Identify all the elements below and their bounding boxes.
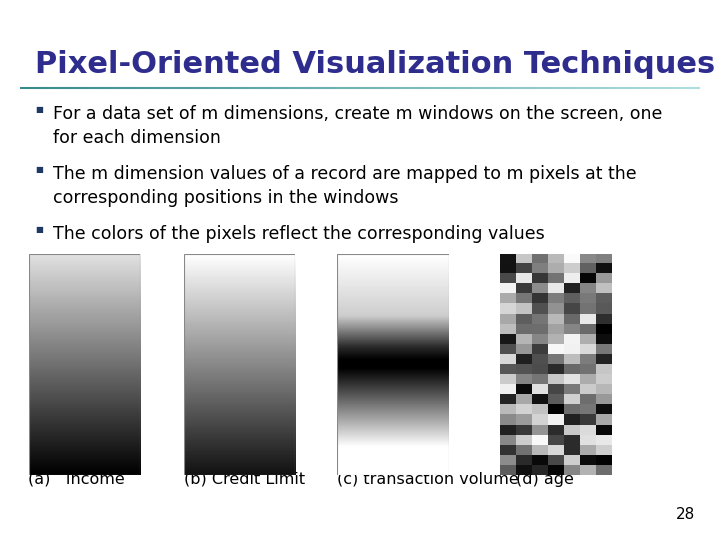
- Text: The colors of the pixels reflect the corresponding values: The colors of the pixels reflect the cor…: [53, 225, 545, 243]
- Text: ■: ■: [35, 165, 43, 174]
- Text: 28: 28: [676, 507, 695, 522]
- Bar: [29, 254, 140, 475]
- Bar: [184, 254, 295, 475]
- Text: (a)   Income: (a) Income: [28, 472, 125, 487]
- Bar: [337, 254, 449, 475]
- Text: Pixel-Oriented Visualization Techniques: Pixel-Oriented Visualization Techniques: [35, 50, 715, 79]
- Text: ■: ■: [35, 105, 43, 114]
- Text: ■: ■: [35, 225, 43, 234]
- Text: For a data set of m dimensions, create m windows on the screen, one
for each dim: For a data set of m dimensions, create m…: [53, 105, 662, 146]
- Text: (b) Credit Limit: (b) Credit Limit: [184, 472, 305, 487]
- Text: (d) age: (d) age: [516, 472, 574, 487]
- Text: (c) transaction volume: (c) transaction volume: [337, 472, 518, 487]
- Text: The m dimension values of a record are mapped to m pixels at the
corresponding p: The m dimension values of a record are m…: [53, 165, 636, 207]
